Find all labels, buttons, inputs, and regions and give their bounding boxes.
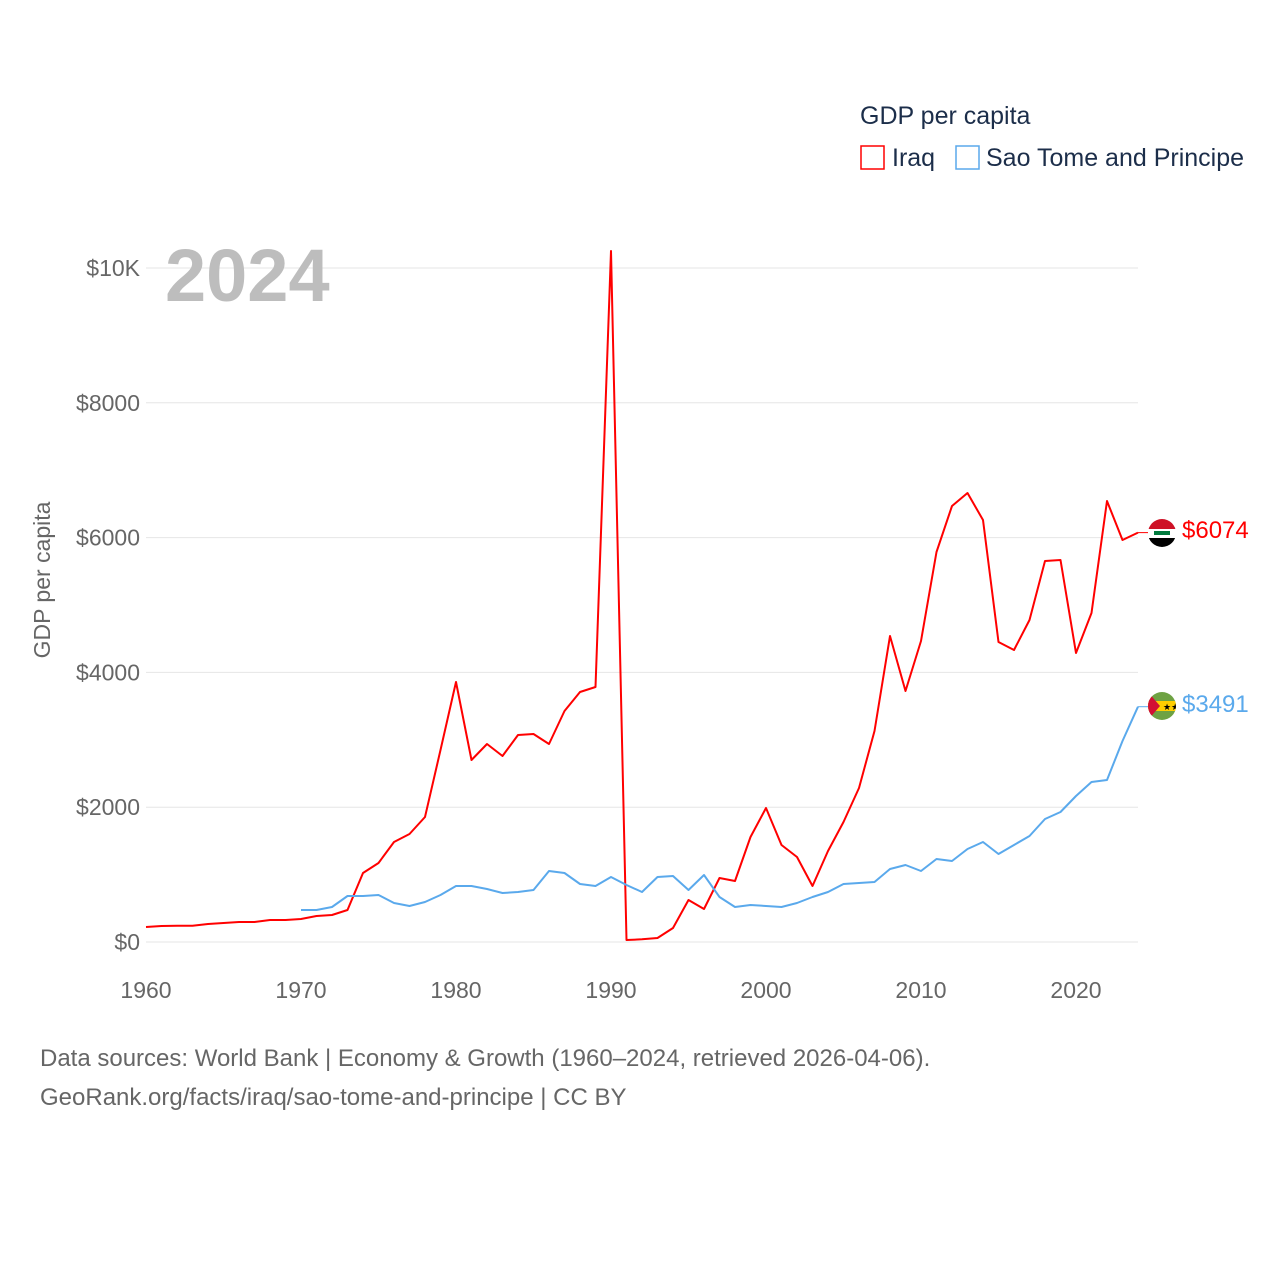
legend-swatch-sao-tome[interactable] xyxy=(955,145,980,170)
y-tick-label: $8000 xyxy=(76,390,140,416)
legend-label-iraq[interactable]: Iraq xyxy=(892,144,935,172)
sao-tome-end-label: $3491 xyxy=(1182,691,1249,718)
y-tick-label: $2000 xyxy=(76,794,140,820)
x-tick-label: 2010 xyxy=(895,977,946,1003)
x-tick-label: 1990 xyxy=(585,977,636,1003)
x-tick-label: 2020 xyxy=(1050,977,1101,1003)
y-tick-label: $4000 xyxy=(76,659,140,685)
legend-swatch-iraq[interactable] xyxy=(860,145,885,170)
y-tick-label: $0 xyxy=(114,929,140,955)
x-tick-label: 1970 xyxy=(275,977,326,1003)
y-tick-label: $10K xyxy=(86,255,140,281)
iraq-flag-icon xyxy=(1148,519,1176,547)
series-line-iraq[interactable] xyxy=(145,250,1139,941)
footer-attribution: GeoRank.org/facts/iraq/sao-tome-and-prin… xyxy=(40,1084,627,1111)
year-label: 2024 xyxy=(165,234,330,317)
x-tick-label: 1960 xyxy=(120,977,171,1003)
x-tick-label: 1980 xyxy=(430,977,481,1003)
iraq-end-label: $6074 xyxy=(1182,517,1249,544)
y-tick-label: $6000 xyxy=(76,525,140,551)
x-tick-label: 2000 xyxy=(740,977,791,1003)
sao-tome-flag-icon: ★★ xyxy=(1148,692,1179,720)
svg-text:★★: ★★ xyxy=(1163,702,1179,712)
legend-title: GDP per capita xyxy=(860,102,1031,130)
series-line-sao-tome[interactable] xyxy=(301,706,1139,911)
footer-sources: Data sources: World Bank | Economy & Gro… xyxy=(40,1045,931,1072)
legend-label-sao-tome[interactable]: Sao Tome and Principe xyxy=(986,144,1244,172)
y-axis-label: GDP per capita xyxy=(29,501,55,658)
